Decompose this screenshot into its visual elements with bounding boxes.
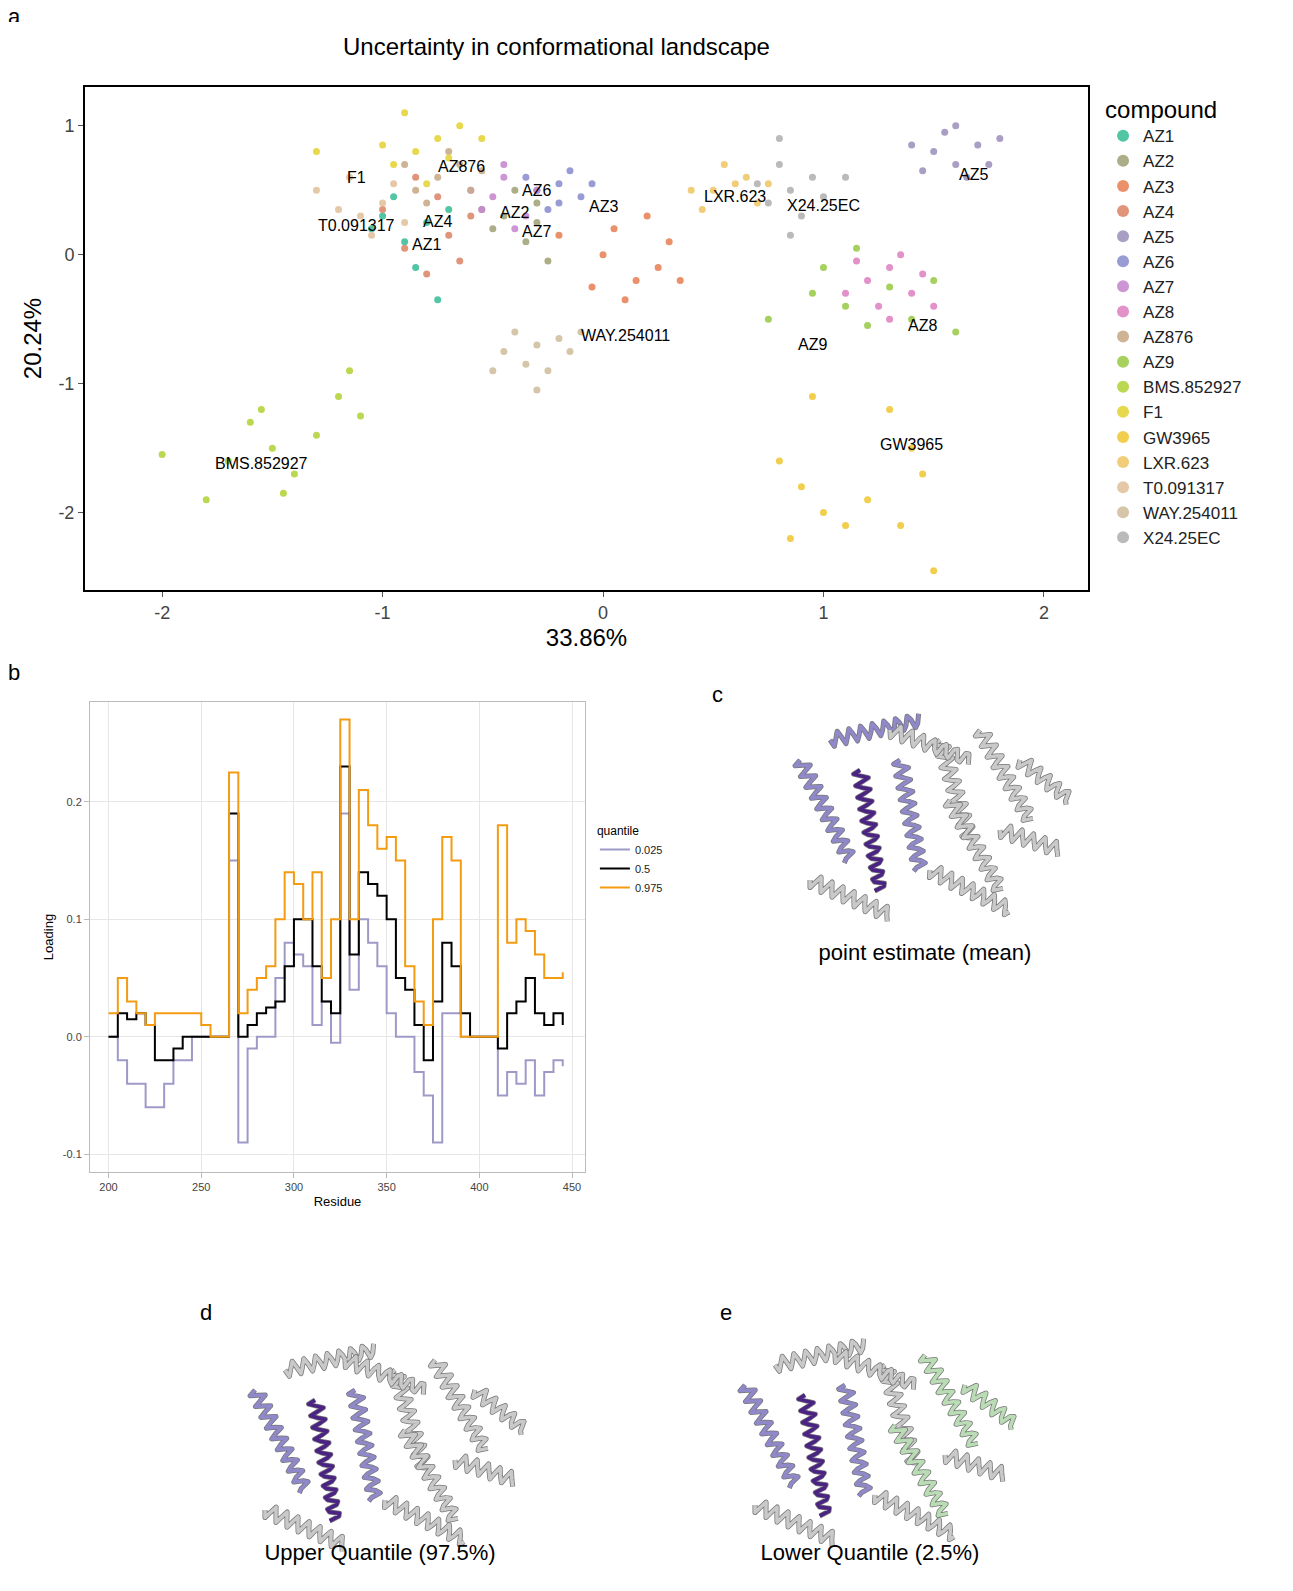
svg-text:AZ3: AZ3 (589, 198, 618, 215)
svg-text:AZ6: AZ6 (1143, 253, 1174, 272)
svg-text:AZ2: AZ2 (1143, 152, 1174, 171)
svg-text:350: 350 (377, 1181, 395, 1193)
svg-text:AZ876: AZ876 (1143, 328, 1193, 347)
svg-text:AZ4: AZ4 (423, 213, 452, 230)
svg-text:F1: F1 (1143, 403, 1163, 422)
svg-text:AZ5: AZ5 (1143, 228, 1174, 247)
html-text:a: a (8, 4, 21, 29)
svg-text:GW3965: GW3965 (880, 436, 943, 453)
html-text:d: d (200, 1300, 213, 1325)
svg-text:250: 250 (192, 1181, 210, 1193)
html-text:c: c (712, 682, 723, 707)
html-text:point estimate (mean): point estimate (mean) (818, 940, 1032, 965)
svg-text:X24.25EC: X24.25EC (787, 197, 860, 214)
svg-text:1: 1 (818, 603, 828, 623)
svg-text:WAY.254011: WAY.254011 (581, 327, 670, 344)
svg-text:quantile: quantile (597, 824, 639, 838)
svg-text:AZ2: AZ2 (500, 204, 529, 221)
svg-text:20.24%: 20.24% (19, 298, 46, 379)
svg-text:compound: compound (1105, 96, 1217, 123)
svg-text:0.1: 0.1 (67, 913, 82, 925)
html-text:b: b (8, 660, 21, 685)
svg-text:AZ9: AZ9 (1143, 353, 1174, 372)
svg-text:2: 2 (1039, 603, 1049, 623)
svg-text:AZ7: AZ7 (522, 223, 551, 240)
svg-text:AZ1: AZ1 (412, 236, 441, 253)
svg-text:0: 0 (64, 245, 74, 265)
svg-text:-2: -2 (154, 603, 170, 623)
svg-text:Uncertainty in conformational: Uncertainty in conformational landscape (343, 33, 770, 60)
svg-text:BMS.852927: BMS.852927 (1143, 378, 1241, 397)
svg-text:0.2: 0.2 (67, 796, 82, 808)
svg-text:AZ3: AZ3 (1143, 178, 1174, 197)
svg-text:LXR.623: LXR.623 (1143, 454, 1209, 473)
svg-text:AZ9: AZ9 (798, 336, 827, 353)
svg-text:AZ6: AZ6 (522, 182, 551, 199)
svg-text:400: 400 (470, 1181, 488, 1193)
svg-text:1: 1 (64, 116, 74, 136)
svg-text:AZ4: AZ4 (1143, 203, 1174, 222)
html-text:e: e (720, 1300, 733, 1325)
svg-text:0.5: 0.5 (635, 863, 650, 875)
svg-text:AZ876: AZ876 (438, 158, 485, 175)
svg-text:300: 300 (285, 1181, 303, 1193)
svg-text:-0.1: -0.1 (63, 1148, 82, 1160)
svg-text:0.975: 0.975 (635, 882, 663, 894)
svg-text:200: 200 (99, 1181, 117, 1193)
svg-text:AZ1: AZ1 (1143, 127, 1174, 146)
svg-text:0.025: 0.025 (635, 844, 663, 856)
svg-text:AZ8: AZ8 (1143, 303, 1174, 322)
svg-text:LXR.623: LXR.623 (704, 188, 766, 205)
svg-text:BMS.852927: BMS.852927 (215, 455, 308, 472)
svg-text:-2: -2 (58, 503, 74, 523)
svg-text:T0.091317: T0.091317 (1143, 479, 1224, 498)
svg-text:T0.091317: T0.091317 (318, 217, 395, 234)
svg-text:F1: F1 (347, 169, 366, 186)
svg-text:Loading: Loading (41, 914, 56, 960)
svg-text:X24.25EC: X24.25EC (1143, 529, 1221, 548)
svg-text:-1: -1 (58, 374, 74, 394)
svg-text:AZ7: AZ7 (1143, 278, 1174, 297)
svg-text:450: 450 (563, 1181, 581, 1193)
svg-text:33.86%: 33.86% (546, 624, 627, 651)
svg-text:0.0: 0.0 (67, 1031, 82, 1043)
svg-text:-1: -1 (375, 603, 391, 623)
html-text:Lower Quantile (2.5%): Lower Quantile (2.5%) (760, 1540, 980, 1565)
svg-text:AZ5: AZ5 (959, 166, 988, 183)
html-text:Upper Quantile (97.5%): Upper Quantile (97.5%) (264, 1540, 496, 1565)
svg-text:GW3965: GW3965 (1143, 429, 1210, 448)
svg-text:AZ8: AZ8 (908, 317, 937, 334)
svg-text:WAY.254011: WAY.254011 (1143, 504, 1238, 523)
svg-text:Residue: Residue (314, 1194, 362, 1209)
svg-text:0: 0 (598, 603, 608, 623)
